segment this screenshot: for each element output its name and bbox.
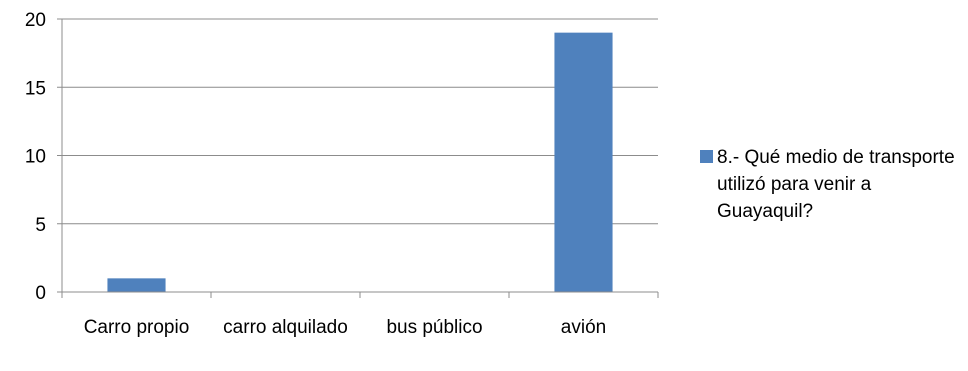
bars	[107, 32, 613, 293]
legend-swatch	[700, 150, 713, 163]
y-tick-label: 10	[25, 147, 46, 168]
x-tick-labels: Carro propio carro alquilado bus público av…	[84, 317, 607, 338]
y-tick-label: 0	[35, 283, 46, 304]
y-tick-label: 15	[25, 78, 46, 99]
axes	[57, 18, 659, 298]
x-tick-label: avión	[561, 317, 606, 338]
y-tick-labels: 0 5 10 15 20	[25, 10, 46, 304]
x-tick-label: carro alquilado	[223, 317, 348, 338]
y-tick-label: 20	[25, 10, 46, 31]
bar	[107, 278, 166, 292]
bar	[554, 32, 613, 293]
x-tick-label: bus público	[386, 317, 482, 338]
legend-label: 8.- Qué medio de transporte utilizó para…	[717, 147, 955, 222]
y-tick-label: 5	[35, 215, 46, 236]
legend: 8.- Qué medio de transporte utilizó para…	[700, 144, 962, 225]
x-tick-label: Carro propio	[84, 317, 190, 338]
